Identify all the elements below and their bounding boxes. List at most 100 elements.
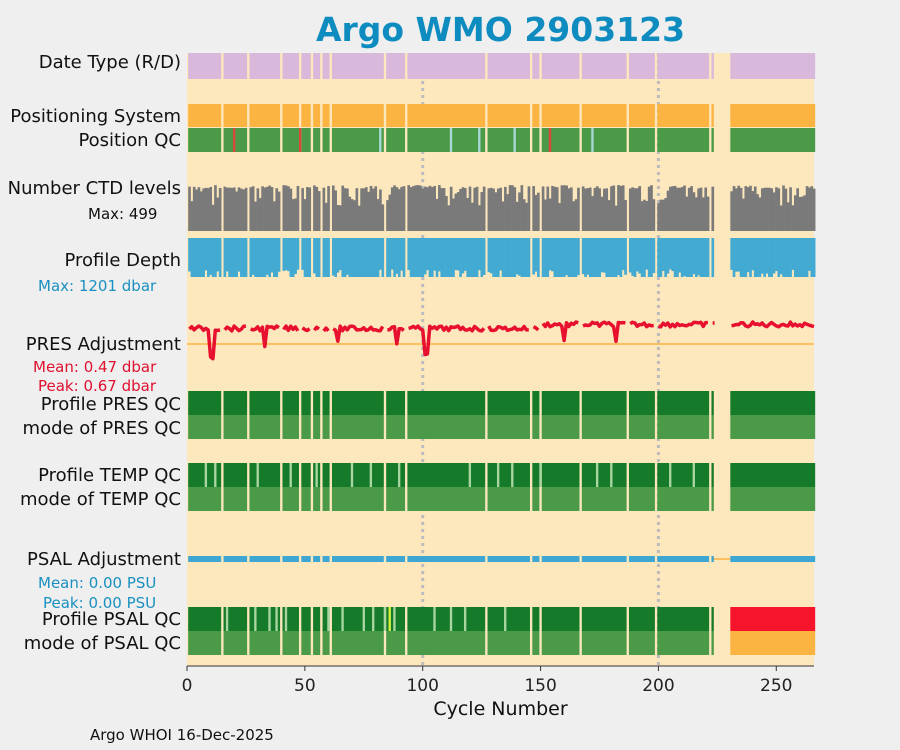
profile-depth-bar (242, 238, 246, 277)
ctd-levels-bar (346, 188, 349, 231)
ctd-levels-bar (197, 187, 201, 231)
profile-depth-bar (664, 238, 667, 277)
ctd-levels-bar (291, 199, 295, 231)
profile-depth-bar (282, 238, 286, 271)
profile-depth-bar (393, 238, 396, 277)
positioning-system-band (711, 104, 714, 127)
ctd-levels-bar (742, 198, 745, 231)
profile-depth-bar (808, 238, 811, 271)
temp-qc-flag (496, 463, 500, 487)
date-type-band (249, 53, 281, 79)
mode-psal-qc-band (188, 631, 222, 655)
pres-adjustment-line (629, 320, 654, 329)
ctd-levels-bar (527, 186, 531, 231)
ctd-levels-bar (199, 191, 203, 231)
profile-depth-bar (520, 238, 524, 277)
mode-temp-qc-band (730, 487, 816, 511)
ctd-levels-bar (798, 196, 802, 231)
position-qc-flag (591, 128, 594, 152)
mode-psal-qc-band (657, 631, 710, 655)
profile-depth-bar (452, 238, 455, 277)
profile-depth-bar (324, 238, 328, 277)
profile-depth-bar (735, 238, 738, 272)
ctd-levels-bar (652, 199, 656, 231)
psal-qc-flag (327, 607, 330, 631)
row-label-pres-adjustment: PRES Adjustment (25, 334, 181, 355)
psal-adjustment-band (730, 556, 816, 562)
ctd-levels-bar (763, 187, 766, 231)
ctd-levels-bar (784, 188, 788, 231)
ctd-levels-bar (473, 187, 477, 231)
profile-depth-bar (230, 238, 234, 277)
profile-pres-qc-band (282, 391, 299, 415)
pres-adjustment-line (387, 324, 405, 346)
profile-psal-qc-band (331, 607, 384, 631)
profile-depth-bar (581, 238, 585, 275)
plot-background (187, 53, 814, 666)
ctd-levels-bar (595, 186, 599, 231)
profile-temp-qc-band (249, 463, 281, 487)
date-type-band (331, 53, 384, 79)
ctd-levels-bar (730, 191, 733, 231)
ctd-levels-bar (647, 186, 651, 231)
ctd-levels-bar (567, 188, 571, 231)
ctd-levels-bar (327, 186, 330, 231)
profile-depth-bar (772, 238, 776, 274)
profile-depth-bar (565, 238, 568, 276)
ctd-levels-bar (471, 202, 474, 231)
profile-pres-qc-band (487, 391, 530, 415)
profile-depth-bar (301, 238, 304, 270)
psal-adjustment-band (628, 556, 655, 562)
profile-depth-bar (195, 238, 198, 277)
profile-psal-qc-band (532, 607, 540, 631)
profile-depth-bar (628, 238, 632, 273)
profile-depth-bar (544, 238, 547, 277)
ctd-levels-bar (791, 205, 795, 231)
profile-depth-bar (753, 238, 757, 277)
pres-adjustment-line (282, 324, 300, 333)
profile-depth-bar (699, 238, 703, 277)
ctd-levels-bar (379, 189, 382, 231)
ctd-levels-bar (598, 188, 601, 231)
profile-depth-bar (673, 238, 677, 277)
profile-depth-bar (515, 238, 519, 275)
profile-depth-bar (190, 238, 194, 277)
profile-depth-bar (598, 238, 601, 277)
mode-psal-qc-band (407, 631, 486, 655)
profile-depth-bar (471, 238, 474, 277)
profile-depth-bar (334, 238, 337, 277)
ctd-levels-bar (588, 187, 592, 231)
profile-depth-bar (812, 238, 816, 277)
ctd-levels-bar (409, 187, 413, 231)
pres-adjustment-line (312, 325, 321, 332)
ctd-levels-bar (244, 187, 248, 231)
profile-temp-qc-band (541, 463, 580, 487)
mode-psal-qc-band (282, 631, 299, 655)
pres-adjustment-line (582, 320, 626, 344)
profile-depth-bar (643, 238, 646, 277)
ctd-levels-bar (353, 200, 356, 231)
profile-depth-bar (595, 238, 599, 277)
ctd-levels-bar (232, 187, 236, 231)
positioning-system-band (313, 104, 321, 127)
profile-depth-bar (407, 238, 411, 271)
profile-depth-bar (633, 238, 637, 277)
psal-qc-flag (504, 607, 507, 631)
profile-depth-bar (553, 238, 557, 277)
psal-adjustment-band (188, 556, 222, 562)
profile-depth-bar (419, 238, 422, 277)
ctd-levels-bar (782, 185, 785, 231)
ctd-levels-bar (336, 205, 340, 231)
pres-adjustment-mean: Mean: 0.47 dbar (33, 358, 157, 376)
profile-pres-qc-band (331, 391, 384, 415)
mode-temp-qc-band (532, 487, 540, 511)
profile-depth-bar (249, 238, 253, 277)
mode-psal-qc-band (487, 631, 530, 655)
positioning-system-band (487, 104, 530, 127)
ctd-levels-bar (468, 186, 472, 231)
ctd-levels-bar (214, 185, 217, 231)
row-label-mode-temp-qc: mode of TEMP QC (19, 489, 181, 510)
date-type-band (301, 53, 311, 79)
profile-depth-bar (786, 238, 790, 277)
ctd-levels-bar (643, 199, 646, 231)
